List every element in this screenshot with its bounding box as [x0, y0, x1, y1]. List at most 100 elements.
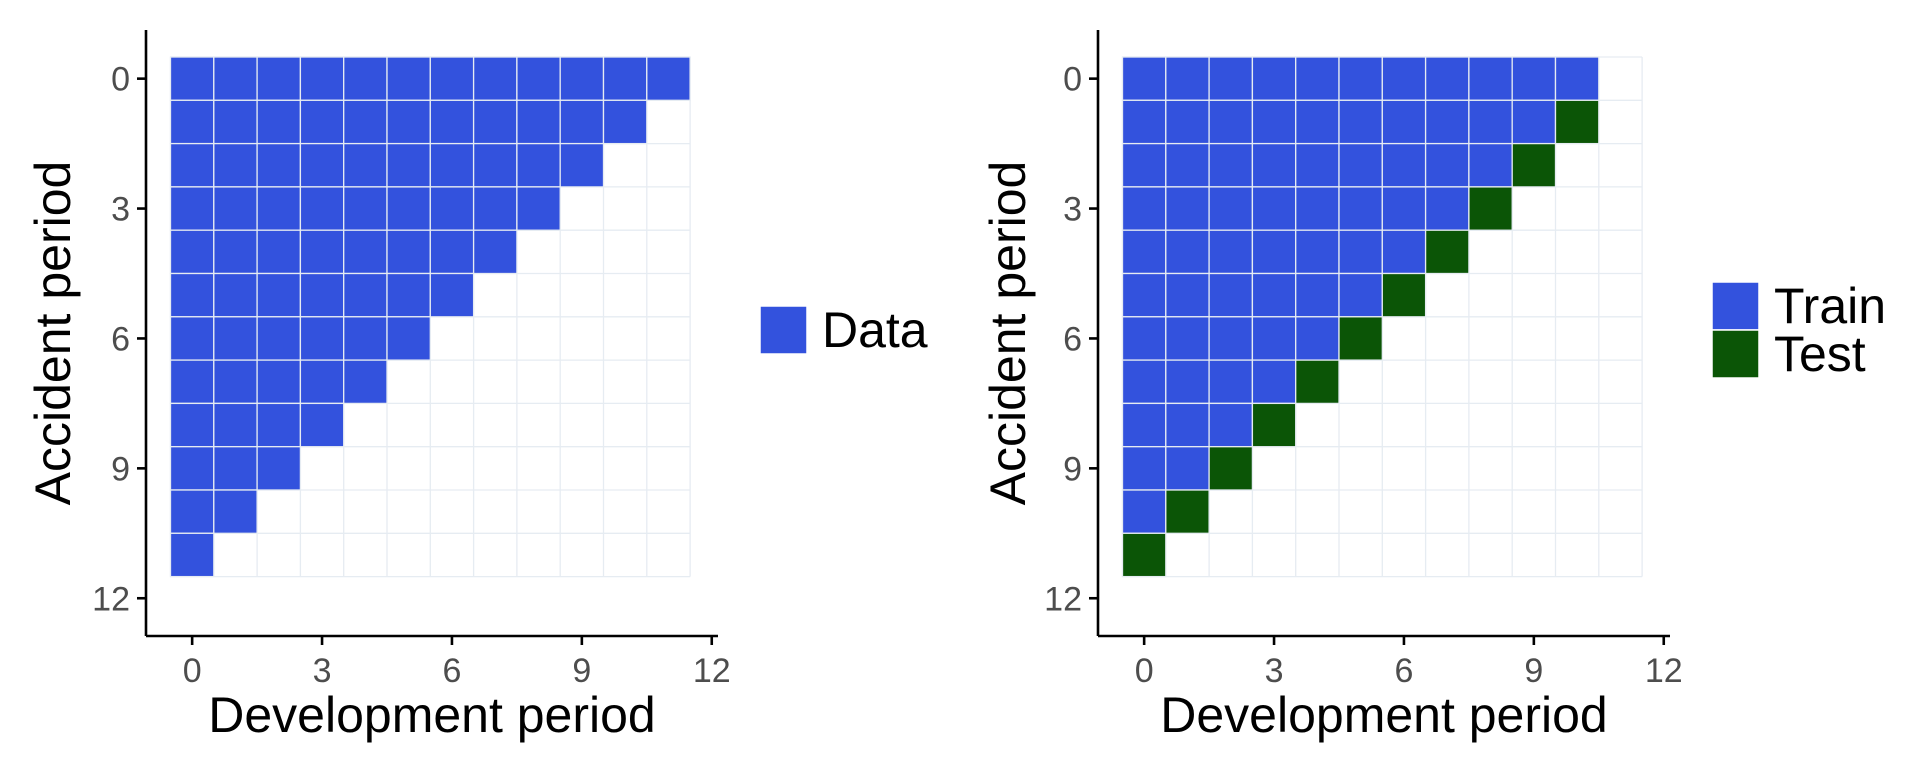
heatmap-cell-train	[1381, 229, 1427, 275]
x-tick-label: 0	[1135, 652, 1154, 690]
x-tick-label: 6	[1394, 652, 1413, 690]
heatmap-cell-test	[1338, 316, 1383, 361]
heatmap-cell-train	[1295, 142, 1340, 188]
heatmap-cell-data	[343, 142, 388, 188]
heatmap-cell-data	[343, 186, 388, 231]
x-tick-label: 12	[1645, 652, 1683, 690]
heatmap-cell-data	[299, 142, 345, 188]
heatmap-cell-data	[169, 56, 215, 101]
heatmap-cell-data	[299, 402, 345, 448]
heatmap-cell-train	[1121, 446, 1167, 491]
heatmap-cell-train	[1338, 272, 1383, 318]
heatmap-cell-data	[559, 99, 605, 145]
x-tick-label: 0	[183, 652, 202, 690]
y-tick-label: 9	[111, 450, 130, 488]
legend-key-test	[1711, 329, 1760, 379]
heatmap-cell-data	[256, 402, 302, 448]
x-tick-label: 9	[572, 652, 591, 690]
heatmap-cell-train	[1121, 359, 1167, 405]
heatmap-cell-train	[1424, 99, 1470, 145]
x-axis-title: Development period	[1160, 687, 1608, 743]
heatmap-cell-train	[1165, 316, 1210, 361]
heatmap-cell-data	[343, 272, 388, 318]
heatmap-cell-data	[386, 272, 431, 318]
heatmap-cell-data	[256, 359, 302, 405]
heatmap-cell-data	[429, 272, 475, 318]
heatmap-cell-test	[1208, 446, 1254, 491]
heatmap-cell-data	[299, 272, 345, 318]
heatmap-cell-train	[1208, 99, 1254, 145]
legend-key-data	[759, 305, 808, 355]
heatmap-cell-train	[1424, 142, 1470, 188]
heatmap-cell-train	[1381, 99, 1427, 145]
heatmap-cell-train	[1295, 99, 1340, 145]
y-axis-title: Accident period	[25, 161, 81, 506]
heatmap-cell-train	[1251, 186, 1297, 231]
heatmap-cell-train	[1165, 142, 1210, 188]
heatmap-cell-test	[1121, 532, 1167, 578]
heatmap-cell-test	[1165, 489, 1210, 534]
heatmap-cell-train	[1121, 142, 1167, 188]
y-tick-label: 0	[1063, 61, 1082, 99]
chart-panel-1: 0 3 6 9 12 0 3 6 9 12 Development period Accident p…	[25, 30, 928, 743]
heatmap-cell-test	[1295, 359, 1340, 405]
heatmap-cell-data	[299, 316, 345, 361]
x-tick-label: 3	[1265, 652, 1284, 690]
heatmap-cell-train	[1121, 99, 1167, 145]
heatmap-cell-data	[169, 272, 215, 318]
heatmap-cell-train	[1121, 316, 1167, 361]
heatmap-cell-test	[1381, 272, 1427, 318]
heatmap-cell-train	[1208, 402, 1254, 448]
heatmap-cell-train	[1165, 446, 1210, 491]
heatmap-cell-data	[472, 186, 518, 231]
heatmap-cell-train	[1295, 229, 1340, 275]
heatmap-cell-train	[1208, 229, 1254, 275]
heatmap-cell-data	[213, 402, 258, 448]
y-tick-label: 3	[1063, 191, 1082, 229]
heatmap-cell-data	[256, 186, 302, 231]
heatmap-cell-data	[516, 56, 561, 101]
heatmap-cell-data	[472, 229, 518, 275]
heatmap-cell-train	[1121, 489, 1167, 534]
heatmap-cell-train	[1295, 316, 1340, 361]
heatmap-cell-data	[213, 56, 258, 101]
heatmap-cell-data	[602, 56, 648, 101]
heatmap-cell-data	[169, 316, 215, 361]
heatmap-cell-data	[343, 359, 388, 405]
heatmap-cell-data	[429, 56, 475, 101]
heatmap-cell-train	[1338, 99, 1383, 145]
legend-label-train: Train	[1774, 278, 1886, 334]
heatmap-cell-train	[1468, 99, 1513, 145]
heatmap-cell-train	[1165, 229, 1210, 275]
heatmap-cell-data	[602, 99, 648, 145]
heatmap-cell-train	[1251, 56, 1297, 101]
heatmap-cell-train	[1338, 186, 1383, 231]
heatmap-cell-train	[1165, 272, 1210, 318]
legend-label-data: Data	[822, 302, 928, 358]
heatmap-cell-data	[256, 316, 302, 361]
heatmap-cell-test	[1251, 402, 1297, 448]
heatmap-cell-data	[213, 489, 258, 534]
x-axis-title: Development period	[208, 687, 656, 743]
heatmap-cell-train	[1424, 56, 1470, 101]
y-tick-label: 3	[111, 191, 130, 229]
heatmap-cell-train	[1165, 402, 1210, 448]
heatmap-cell-train	[1165, 186, 1210, 231]
y-tick-label: 12	[92, 580, 130, 618]
heatmap-cell-train	[1121, 56, 1167, 101]
y-axis-title: Accident period	[980, 161, 1036, 506]
heatmap-cell-data	[386, 142, 431, 188]
heatmap-cell-data	[516, 99, 561, 145]
heatmap-cell-data	[472, 142, 518, 188]
heatmap-cell-train	[1208, 56, 1254, 101]
heatmap-cell-data	[472, 99, 518, 145]
heatmap-cell-train	[1208, 142, 1254, 188]
heatmap-cell-data	[472, 56, 518, 101]
heatmap-cell-test	[1424, 229, 1470, 275]
heatmap-cell-data	[386, 99, 431, 145]
heatmap-cell-train	[1165, 99, 1210, 145]
heatmap-cell-data	[429, 99, 475, 145]
heatmap-cell-data	[386, 186, 431, 231]
heatmap-cell-data	[213, 359, 258, 405]
